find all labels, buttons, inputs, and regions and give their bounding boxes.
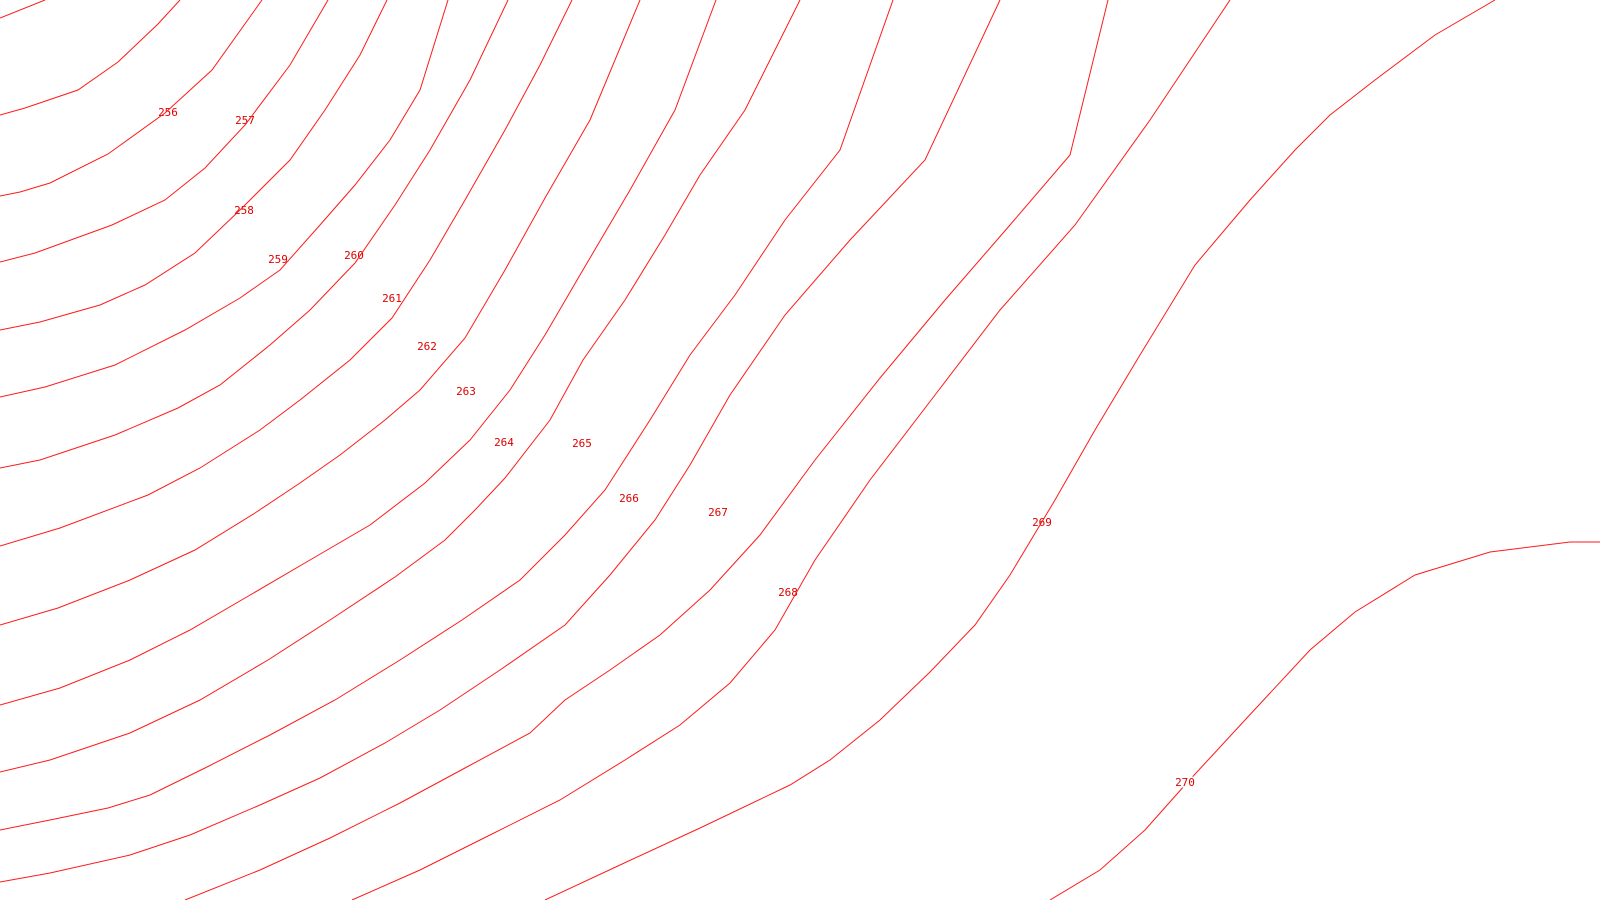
contour-label-270: 270 bbox=[1175, 776, 1195, 789]
contour-266: 266 bbox=[0, 0, 894, 831]
contour-line-263 bbox=[0, 0, 641, 626]
contour-line-261 bbox=[0, 0, 509, 469]
contour-line-266 bbox=[0, 0, 894, 831]
contour-line-268 bbox=[184, 0, 1109, 900]
contour-label-265: 265 bbox=[572, 437, 592, 450]
contour-line-256 bbox=[0, 0, 46, 19]
contour-label-259: 259 bbox=[268, 253, 288, 266]
contour-257: 257 bbox=[0, 0, 263, 197]
contour-line-267 bbox=[0, 0, 1001, 883]
contour-label-262: 262 bbox=[417, 340, 437, 353]
contour-line-260 bbox=[0, 0, 449, 398]
contour-line-270 bbox=[544, 0, 1496, 900]
contour-262: 262 bbox=[0, 0, 573, 547]
contour-label-263: 263 bbox=[456, 385, 476, 398]
contour-line-257 bbox=[0, 0, 263, 197]
contour-label-261: 261 bbox=[382, 292, 402, 305]
contour-258: 258 bbox=[0, 0, 329, 263]
contour-line-270 bbox=[1049, 541, 1600, 900]
contour-260: 260 bbox=[0, 0, 449, 398]
contour-256: 256 bbox=[0, 0, 181, 121]
contour-line-259 bbox=[0, 0, 388, 331]
contour-263: 263 bbox=[0, 0, 641, 626]
contour-label-257: 257 bbox=[235, 114, 255, 127]
contour-label-260: 260 bbox=[344, 249, 364, 262]
contour-264: 264 bbox=[0, 0, 717, 706]
contour-line-269 bbox=[351, 0, 1231, 900]
contour-270: 270 bbox=[544, 0, 1600, 900]
contour-line-264 bbox=[0, 0, 717, 706]
contour-265: 265 bbox=[0, 0, 801, 773]
contour-label-267: 267 bbox=[708, 506, 728, 519]
contour-label-258: 258 bbox=[234, 204, 254, 217]
contour-label-268: 268 bbox=[778, 586, 798, 599]
contour-line-265 bbox=[0, 0, 801, 773]
contour-line-258 bbox=[0, 0, 329, 263]
contour-259: 259 bbox=[0, 0, 388, 331]
contour-267: 267 bbox=[0, 0, 1001, 883]
contour-label-266: 266 bbox=[619, 492, 639, 505]
contour-line-256 bbox=[0, 0, 181, 116]
contour-261: 261 bbox=[0, 0, 509, 469]
contour-label-256: 256 bbox=[158, 106, 178, 119]
contour-line-262 bbox=[0, 0, 573, 547]
contour-label-264: 264 bbox=[494, 436, 514, 449]
